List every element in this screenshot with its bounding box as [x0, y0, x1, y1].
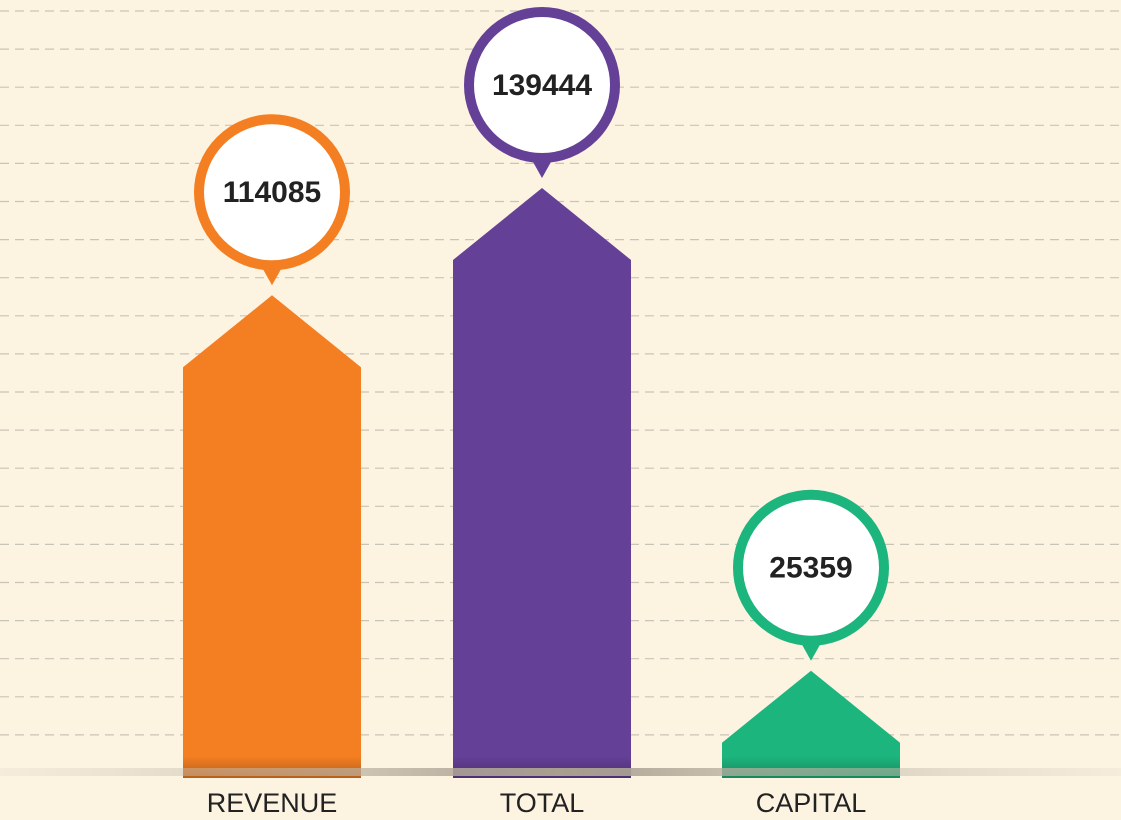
bubble: [733, 489, 889, 646]
value-label: 114085: [223, 176, 321, 209]
category-label: CAPITAL: [756, 788, 867, 818]
baseline: [0, 768, 1121, 776]
value-label: 139444: [492, 69, 592, 102]
bar: [453, 188, 631, 778]
bubble: [464, 7, 620, 163]
bubble: [194, 114, 350, 271]
bar: [183, 295, 361, 778]
value-label: 25359: [769, 552, 852, 585]
category-label: REVENUE: [207, 788, 338, 818]
bar: [722, 670, 900, 778]
bars: 114085 REVENUE 139444 TOTAL 25359 CAPITAL: [183, 7, 900, 818]
category-label: TOTAL: [500, 788, 585, 818]
